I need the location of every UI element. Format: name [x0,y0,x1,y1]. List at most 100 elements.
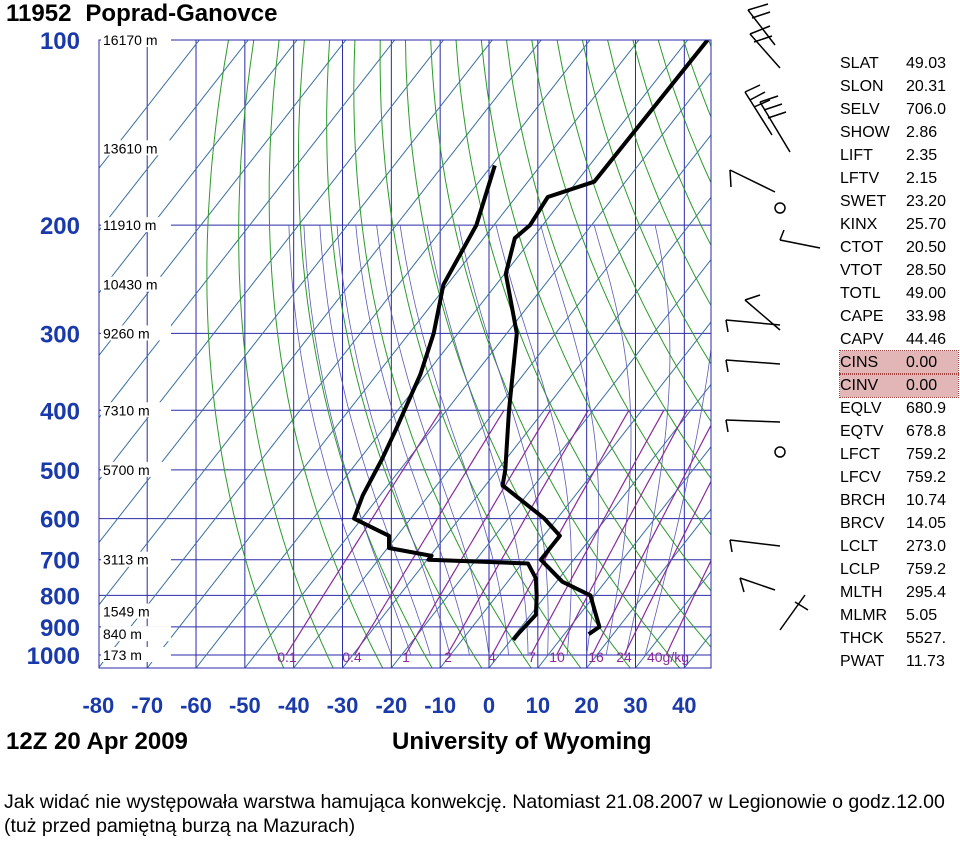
wind-barb [749,33,781,69]
index-value: 678.8 [906,423,947,440]
index-key: LFCT [840,446,880,463]
index-key: SELV [840,101,880,118]
mixing-ratio-label: 2 [444,649,452,665]
index-value: 295.4 [906,584,947,601]
index-value: 25.70 [906,216,947,233]
wind-barb [747,9,776,46]
mixing-ratio-line [354,409,505,656]
mixing-ratio-label: 40g/kg [647,649,689,665]
temperature-tick-label: 40 [672,693,696,718]
height-label-bg [101,626,171,642]
mixing-ratio-line [285,409,442,656]
wind-barb-flag [725,419,729,433]
index-value: 0.00 [906,377,938,394]
index-row-show: SHOW 2.86 [840,121,958,144]
height-label: 173 m [103,647,142,663]
pressure-tick-label: 800 [40,583,80,610]
index-value: 0.00 [906,354,938,371]
moist-adiabat [355,225,470,656]
temperature-tick-label: -40 [278,693,310,718]
index-key: LFTV [840,170,880,187]
dry-adiabat [506,40,711,536]
index-key: CTOT [840,239,884,256]
mixing-ratio-line [491,410,630,656]
height-label-bg [101,140,171,156]
index-key: LIFT [840,147,873,164]
index-key: SWET [840,193,887,210]
index-value: 2.35 [906,147,938,164]
index-key: KINX [840,216,878,233]
wind-barb-flag [744,294,761,301]
index-value: 2.86 [906,124,938,141]
index-key: MLMR [840,607,888,624]
index-row-cins: CINS 0.00 [839,350,959,375]
index-key: LCLT [840,538,878,555]
pressure-tick-label: 300 [40,321,80,348]
moist-adiabat [303,225,412,656]
temperature-tick-label: -30 [327,693,359,718]
index-row-brcv: BRCV 14.05 [840,512,958,535]
index-row-eqlv: EQLV 680.9 [840,397,958,420]
wind-barb-flag [753,99,771,108]
data-source: University of Wyoming [392,728,652,755]
temperature-tick-label: -50 [229,693,261,718]
wind-barb-flag [749,91,766,101]
height-label: 13610 m [103,140,157,156]
index-row-mlth: MLTH 295.4 [840,581,958,604]
wind-barb-flag [749,25,771,35]
mixing-ratio-line [530,410,665,656]
index-key: CINV [840,377,879,394]
index-row-totl: TOTL 49.00 [840,282,958,305]
isotherm-line [342,196,711,668]
index-row-lclt: LCLT 273.0 [840,535,958,558]
mixing-ratio-line [665,559,711,656]
moist-adiabat [644,346,711,656]
mixing-ratio-line [446,409,589,656]
moist-adiabat [288,225,392,656]
temperature-tick-label: 10 [526,693,550,718]
pressure-tick-label: 100 [40,28,80,55]
mixing-ratio-line [623,480,711,656]
index-row-slat: SLAT 49.03 [840,52,958,75]
isotherm-line [99,40,493,544]
index-value: 23.20 [906,193,947,210]
index-row-selv: SELV 706.0 [840,98,958,121]
pressure-tick-label: 200 [40,213,80,240]
index-row-pwat: PWAT 11.73 [840,650,958,673]
index-key: CAPV [840,331,884,348]
index-value: 706.0 [906,101,947,118]
wind-barb [779,239,821,249]
height-label-bg [101,325,171,341]
isotherm-line [146,40,640,668]
index-value: 759.2 [906,469,947,486]
index-value: 5.05 [906,607,938,624]
pressure-tick-label: 1000 [27,643,80,670]
wind-barb-flag [753,35,773,43]
index-row-vtot: VTOT 28.50 [840,259,958,282]
isotherm-line [195,40,689,668]
moist-adiabat [319,225,431,656]
dewpoint-profile [352,164,539,642]
chart-title: 11952 Poprad-Ganovce [6,0,277,28]
index-key: SHOW [840,124,890,141]
calm-wind-circle [774,202,786,214]
wind-barb-flag [725,319,729,333]
mixing-ratio-label: 0.1 [277,649,297,665]
dry-adiabat [268,40,384,668]
index-row-eqtv: EQTV 678.8 [840,420,958,443]
isotherm-line [99,40,445,481]
temperature-tick-label: -60 [180,693,212,718]
wind-barb [729,169,776,193]
index-row-swet: SWET 23.20 [840,190,958,213]
pressure-tick-label: 400 [40,398,80,425]
wind-barb-flag [744,84,761,93]
wind-barb-flag [729,169,732,188]
wind-barb [744,299,781,331]
height-label: 840 m [103,626,142,642]
index-row-kinx: KINX 25.70 [840,213,958,236]
index-value: 49.03 [906,55,947,72]
index-row-thck: THCK 5527. [840,627,958,650]
dry-adiabat [206,40,285,668]
wind-barbs [725,3,821,631]
